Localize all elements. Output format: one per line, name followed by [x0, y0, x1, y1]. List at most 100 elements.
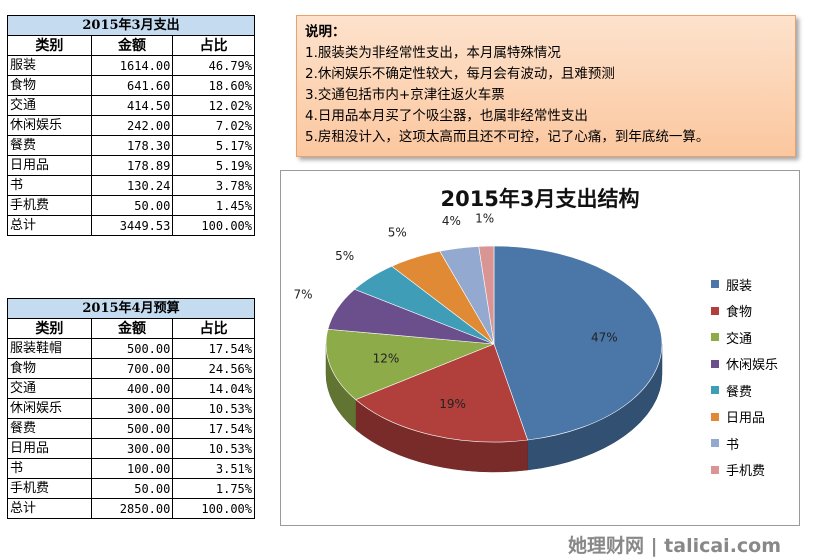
header-share: 占比	[172, 35, 255, 56]
pie-slice	[493, 245, 663, 441]
legend-item: 书	[711, 430, 778, 457]
table-row: 服装 1614.00 46.79%	[7, 55, 255, 76]
share-cell: 18.60%	[172, 75, 255, 96]
table-row: 休闲娱乐 242.00 7.02%	[7, 115, 255, 136]
table-row: 服装鞋帽 500.00 17.54%	[7, 338, 255, 359]
share-cell: 10.53%	[172, 398, 255, 419]
header-category: 类别	[7, 318, 92, 339]
amount-cell: 242.00	[90, 115, 174, 136]
legend-item: 手机费	[711, 457, 778, 484]
category-cell: 手机费	[7, 195, 92, 216]
april-table-title: 2015年4月预算	[7, 298, 255, 319]
category-cell: 日用品	[7, 155, 92, 176]
legend-label: 日用品	[726, 411, 766, 427]
category-cell: 手机费	[7, 478, 92, 499]
category-cell: 食物	[7, 75, 92, 96]
amount-cell: 1614.00	[90, 55, 174, 76]
table-row: 休闲娱乐 300.00 10.53%	[7, 398, 255, 419]
amount-cell: 700.00	[90, 358, 174, 379]
amount-cell: 500.00	[90, 338, 174, 359]
march-expense-table: 2015年3月支出 类别 金额 占比 服装 1614.00 46.79% 食物 641.…	[7, 15, 255, 236]
legend-label: 手机费	[726, 464, 766, 480]
category-cell: 服装	[7, 55, 92, 76]
table-row: 手机费 50.00 1.75%	[7, 478, 255, 499]
category-cell: 休闲娱乐	[7, 115, 92, 136]
legend-swatch	[711, 306, 719, 315]
legend-item: 服装	[711, 271, 778, 298]
data-label: 5%	[388, 226, 407, 240]
notes-box: 说明： 1.服装类为非经常性支出，本月属特殊情况 2.休闲娱乐不确定性较大，每月…	[296, 15, 796, 157]
table-row: 日用品 178.89 5.19%	[7, 155, 255, 176]
pie-chart: 47% 19% 12% 7% 5% 5% 4% 1% 2015年3月支出结构 服装 食物 交通 休闲…	[280, 170, 800, 526]
note-item: 4.日用品本月买了个吸尘器，也属非经常性支出	[305, 108, 588, 124]
amount-cell: 50.00	[90, 195, 174, 216]
share-cell: 5.17%	[172, 135, 255, 156]
april-budget-table: 2015年4月预算 类别 金额 占比 服装鞋帽 500.00 17.54% 食物 700…	[7, 298, 255, 519]
legend-swatch	[711, 386, 719, 395]
category-cell: 日用品	[7, 438, 92, 459]
table-row: 书 100.00 3.51%	[7, 458, 255, 479]
share-cell: 1.45%	[172, 195, 255, 216]
share-cell: 12.02%	[172, 95, 255, 116]
category-cell: 书	[7, 458, 92, 479]
legend-label: 交通	[726, 331, 753, 347]
table-row: 食物 700.00 24.56%	[7, 358, 255, 379]
category-cell: 总计	[7, 498, 92, 519]
legend-item: 交通	[711, 324, 778, 351]
data-label: 19%	[439, 397, 466, 411]
category-cell: 书	[7, 175, 92, 196]
data-label: 47%	[591, 330, 618, 344]
table-row: 手机费 50.00 1.45%	[7, 195, 255, 216]
category-cell: 总计	[7, 215, 92, 236]
pie-slice	[325, 328, 495, 400]
legend-item: 食物	[711, 298, 778, 325]
share-cell: 46.79%	[172, 55, 255, 76]
pie-slice	[355, 343, 529, 443]
category-cell: 交通	[7, 378, 92, 399]
legend-swatch	[711, 280, 719, 289]
chart-title: 2015年3月支出结构	[440, 187, 640, 211]
note-item: 5.房租没计入，这项太高而且还不可控，记了心痛，到年底统一算。	[305, 129, 710, 145]
amount-cell: 100.00	[90, 458, 174, 479]
legend-item: 日用品	[711, 404, 778, 431]
amount-cell: 130.24	[90, 175, 174, 196]
share-cell: 7.02%	[172, 115, 255, 136]
note-item: 3.交通包括市内+京津往返火车票	[305, 87, 505, 103]
share-cell: 14.04%	[172, 378, 255, 399]
category-cell: 休闲娱乐	[7, 398, 92, 419]
table-row: 日用品 300.00 10.53%	[7, 438, 255, 459]
table-row: 总计 2850.00 100.00%	[7, 498, 255, 519]
legend-swatch	[711, 439, 719, 448]
amount-cell: 300.00	[90, 398, 174, 419]
march-table-title: 2015年3月支出	[7, 15, 255, 36]
share-cell: 3.78%	[172, 175, 255, 196]
pie-chart-canvas: 47% 19% 12% 7% 5% 5% 4% 1%	[293, 212, 663, 473]
category-cell: 服装鞋帽	[7, 338, 92, 359]
amount-cell: 178.30	[90, 135, 174, 156]
table-row: 交通 414.50 12.02%	[7, 95, 255, 116]
share-cell: 100.00%	[172, 215, 255, 236]
notes-title: 说明：	[305, 24, 346, 40]
legend-label: 休闲娱乐	[726, 358, 779, 374]
amount-cell: 50.00	[90, 478, 174, 499]
legend-label: 书	[726, 437, 740, 453]
table-row: 餐费 500.00 17.54%	[7, 418, 255, 439]
share-cell: 17.54%	[172, 338, 255, 359]
amount-cell: 2850.00	[90, 498, 174, 519]
share-cell: 5.19%	[172, 155, 255, 176]
category-cell: 餐费	[7, 135, 92, 156]
table-row: 总计 3449.53 100.00%	[7, 215, 255, 236]
amount-cell: 178.89	[90, 155, 174, 176]
amount-cell: 500.00	[90, 418, 174, 439]
share-cell: 17.54%	[172, 418, 255, 439]
amount-cell: 414.50	[90, 95, 174, 116]
category-cell: 交通	[7, 95, 92, 116]
legend-swatch	[711, 333, 719, 342]
table-row: 交通 400.00 14.04%	[7, 378, 255, 399]
table-row: 书 130.24 3.78%	[7, 175, 255, 196]
legend-swatch	[711, 465, 719, 474]
header-amount: 金额	[90, 318, 174, 339]
legend-swatch	[711, 359, 719, 368]
header-amount: 金额	[90, 35, 174, 56]
legend-item: 餐费	[711, 377, 778, 404]
